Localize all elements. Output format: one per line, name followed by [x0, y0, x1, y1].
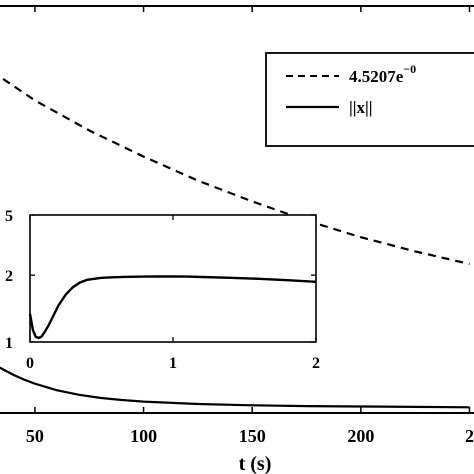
main-axes-frame: [0, 5, 474, 414]
legend-label-solid: ||x||: [349, 98, 372, 117]
legend-label-dashed: 4.5207e−0: [349, 62, 416, 86]
inset-y-tick-labels: 1 2 5: [5, 208, 13, 352]
x-ticks-top: [34, 6, 471, 12]
x-axis-label: t (s): [239, 453, 272, 474]
series-line-dashed: [0, 75, 470, 266]
inset-series-line: [28, 275, 317, 340]
inset-x-tick-label: 0: [26, 355, 34, 372]
series-layer: [0, 75, 470, 409]
inset-y-tick-label: 1: [5, 335, 13, 352]
inset-x-tick-label: 2: [312, 355, 320, 372]
x-ticks-bottom: [34, 407, 471, 413]
x-tick-labels: 50 100 150 200 2: [26, 426, 474, 446]
inset-y-tick-label: 5: [5, 208, 13, 225]
x-tick-label: 50: [26, 426, 44, 446]
x-tick-label: 200: [347, 426, 374, 446]
inset-y-tick-label: 2: [5, 268, 13, 285]
inset-x-tick-labels: 0 1 2: [26, 355, 320, 372]
x-tick-label: 2: [465, 426, 474, 446]
x-tick-label: 150: [239, 426, 266, 446]
series-line-solid: [0, 366, 470, 409]
x-tick-label: 100: [130, 426, 157, 446]
legend: 4.5207e−0 ||x||: [265, 52, 474, 147]
inset-x-tick-label: 1: [169, 355, 177, 372]
legend-box: [265, 52, 474, 147]
inset-ticks: [29, 214, 317, 343]
